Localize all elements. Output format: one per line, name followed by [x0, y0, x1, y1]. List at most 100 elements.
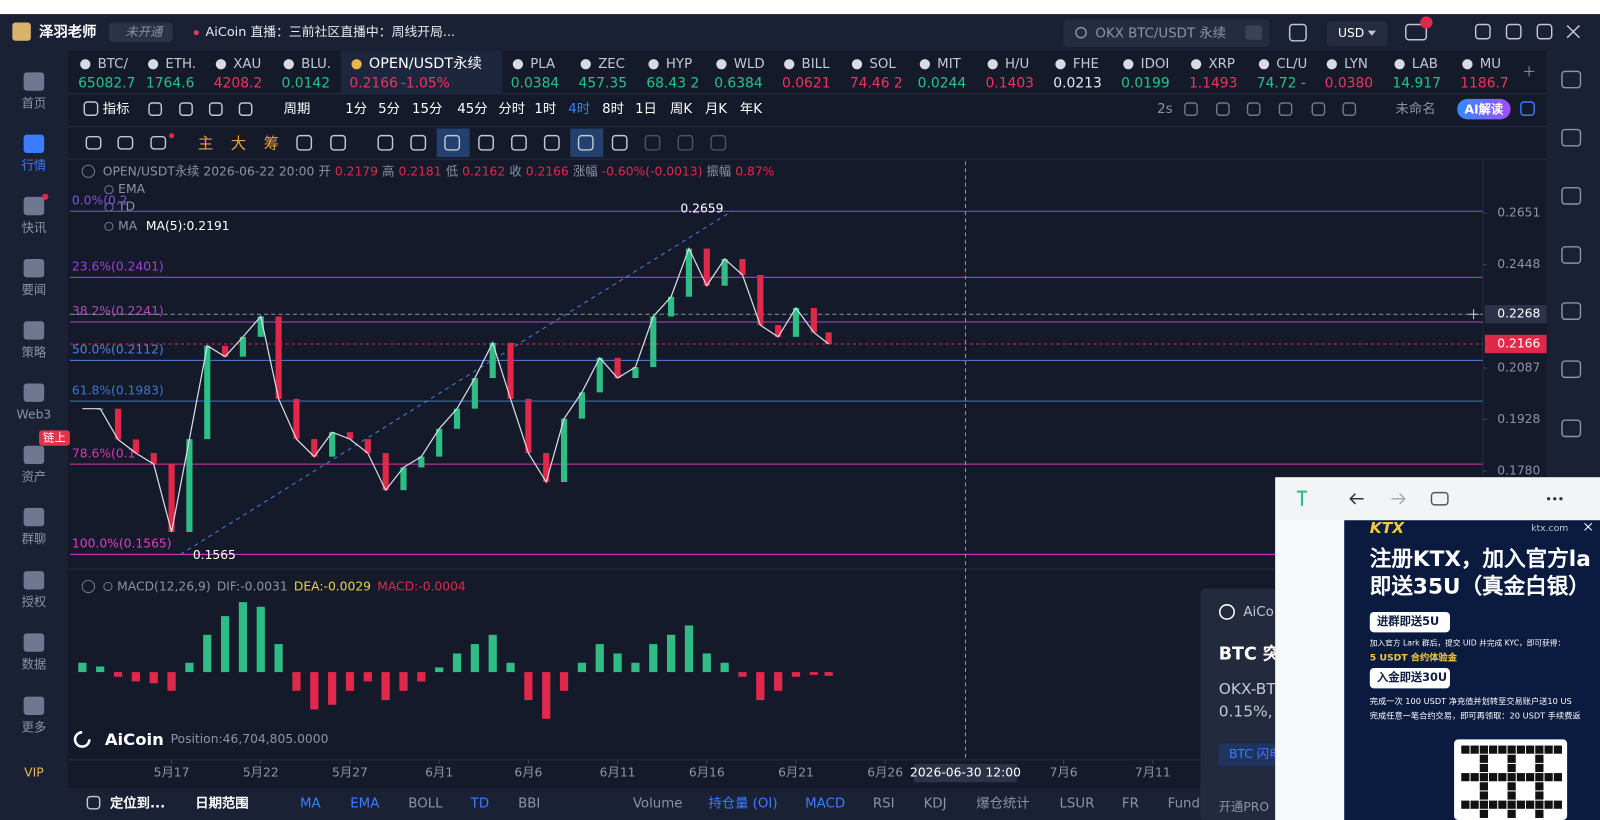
draw-tool[interactable]: [410, 134, 427, 151]
share-icon[interactable]: [1520, 101, 1535, 116]
ticker-name[interactable]: LYN: [1344, 57, 1368, 72]
chart-tool[interactable]: [1278, 102, 1293, 116]
bottom-tab[interactable]: BBI: [518, 797, 540, 812]
nav-item[interactable]: 授权: [22, 595, 47, 609]
side-tool[interactable]: [1561, 360, 1582, 379]
notification-footer[interactable]: 开通PRO: [1219, 800, 1269, 814]
draw-tool[interactable]: [444, 134, 461, 151]
ai-pill[interactable]: [1457, 98, 1511, 120]
ticker-name[interactable]: XRP: [1208, 57, 1234, 72]
draw-tool[interactable]: 筹: [264, 134, 279, 152]
bottom-tab[interactable]: MACD: [805, 797, 845, 812]
bottom-tab[interactable]: Fund: [1168, 797, 1200, 812]
close-button[interactable]: [1566, 24, 1580, 39]
ticker-name[interactable]: XAU: [233, 57, 261, 72]
live-ticker[interactable]: AiCoin 直播：三前社区直播中：周线开局...: [206, 24, 456, 40]
side-tool[interactable]: [1561, 128, 1582, 147]
ticker-name[interactable]: WLD: [734, 57, 765, 72]
interval[interactable]: 8时: [602, 101, 624, 117]
crosshair-plus[interactable]: [1468, 309, 1479, 320]
bottom-tab[interactable]: LSUR: [1059, 797, 1094, 812]
bottom-tab[interactable]: 爆仓统计: [976, 796, 1029, 812]
chart-tool[interactable]: [1246, 102, 1261, 116]
ad-close[interactable]: [1584, 522, 1593, 531]
ticker-price[interactable]: 1.1493: [1189, 76, 1238, 92]
tool-icon[interactable]: [208, 102, 223, 116]
draw-tool[interactable]: [611, 134, 628, 151]
layout-name[interactable]: 未命名: [1396, 100, 1436, 117]
bottom-tab[interactable]: BOLL: [408, 797, 443, 812]
tool-icon[interactable]: [179, 102, 193, 116]
draw-tool[interactable]: 大: [231, 134, 246, 152]
bottom-tab[interactable]: 日期范围: [195, 795, 248, 812]
overlay-name[interactable]: MA: [118, 219, 138, 233]
ticker-name[interactable]: BTC/: [98, 57, 129, 72]
draw-tool[interactable]: [710, 134, 727, 151]
bottom-tab[interactable]: TD: [470, 797, 489, 812]
ticker-price[interactable]: 0.0621: [782, 76, 831, 92]
ticker-price[interactable]: 1186.7: [1460, 76, 1509, 92]
ticker-price[interactable]: 0.0244: [918, 76, 967, 92]
interval[interactable]: 年K: [740, 101, 762, 117]
interval[interactable]: 1日: [635, 102, 657, 117]
nav-item[interactable]: 资产: [22, 470, 47, 484]
more-dot[interactable]: [1553, 497, 1557, 501]
ticker-name[interactable]: ZEC: [598, 57, 625, 72]
nav-item[interactable]: Web3: [17, 408, 52, 422]
nav-item[interactable]: 行情: [22, 159, 47, 173]
draw-tool[interactable]: 主: [198, 134, 213, 152]
nav-item[interactable]: VIP: [24, 766, 43, 780]
ticker-price[interactable]: 0.0380: [1325, 76, 1374, 92]
interval[interactable]: 分时: [498, 101, 525, 117]
nav-item[interactable]: 群聊: [22, 532, 47, 546]
forward-icon[interactable]: [1391, 493, 1406, 505]
notification-button-label[interactable]: BTC 闪电: [1229, 747, 1281, 761]
period-button[interactable]: 周期: [284, 101, 311, 117]
nav-item[interactable]: 首页: [22, 97, 47, 111]
bottom-tab[interactable]: FR: [1122, 797, 1139, 812]
ticker-name[interactable]: BLU.: [301, 57, 331, 72]
side-tool[interactable]: [1561, 70, 1582, 89]
draw-tool[interactable]: [511, 134, 527, 151]
ticker-price[interactable]: 68.43 2: [646, 76, 699, 92]
interval[interactable]: 月K: [705, 102, 727, 117]
tool-icon[interactable]: [148, 102, 163, 116]
notification-button[interactable]: [1218, 743, 1291, 766]
add-tab[interactable]: [1523, 66, 1535, 77]
ticker-name[interactable]: FHE: [1073, 57, 1099, 72]
interval[interactable]: 5分: [378, 101, 400, 117]
ticker-price[interactable]: 1764.6: [146, 76, 195, 92]
bottom-tab[interactable]: 持仓量 (OI): [708, 796, 777, 812]
draw-tool[interactable]: [330, 134, 346, 151]
ad-button[interactable]: 进群即送5U: [1377, 614, 1439, 628]
interval[interactable]: 4时: [568, 101, 590, 117]
ticker-name[interactable]: LAB: [1412, 57, 1438, 72]
side-tool[interactable]: [1561, 302, 1582, 320]
bottom-tab[interactable]: 定位到...: [110, 795, 165, 812]
draw-tool[interactable]: [543, 134, 560, 151]
nav-item[interactable]: 更多: [22, 721, 47, 735]
window-button[interactable]: [1536, 23, 1553, 40]
nav-item[interactable]: 策略: [22, 344, 47, 359]
ticker-price[interactable]: 74.72 -: [1257, 76, 1306, 92]
ticker-name[interactable]: OPEN/USDT永续: [369, 55, 482, 72]
side-tool[interactable]: [1561, 246, 1582, 264]
ticker-name[interactable]: ETH.: [165, 57, 196, 72]
ticker-price[interactable]: 457.35: [579, 76, 628, 92]
window-button[interactable]: [1474, 23, 1491, 40]
side-tool[interactable]: [1561, 186, 1582, 205]
search-box[interactable]: [1063, 19, 1270, 47]
draw-tool[interactable]: [117, 135, 134, 150]
ad-button[interactable]: 入金即送30U: [1377, 670, 1447, 684]
window-button[interactable]: [1505, 23, 1522, 40]
more-dot[interactable]: [1559, 497, 1563, 501]
indicator-button[interactable]: 指标: [103, 101, 130, 117]
ticker-price[interactable]: 0.6384: [714, 76, 763, 92]
back-icon[interactable]: [1349, 493, 1364, 505]
ticker-price[interactable]: 65082.7: [78, 76, 135, 92]
currency-box[interactable]: [1326, 21, 1388, 46]
ticker-name[interactable]: SOL: [869, 57, 896, 72]
draw-tool[interactable]: [296, 134, 313, 151]
apps-icon[interactable]: [1430, 491, 1449, 506]
ticker-price[interactable]: 4208.2: [214, 76, 263, 92]
